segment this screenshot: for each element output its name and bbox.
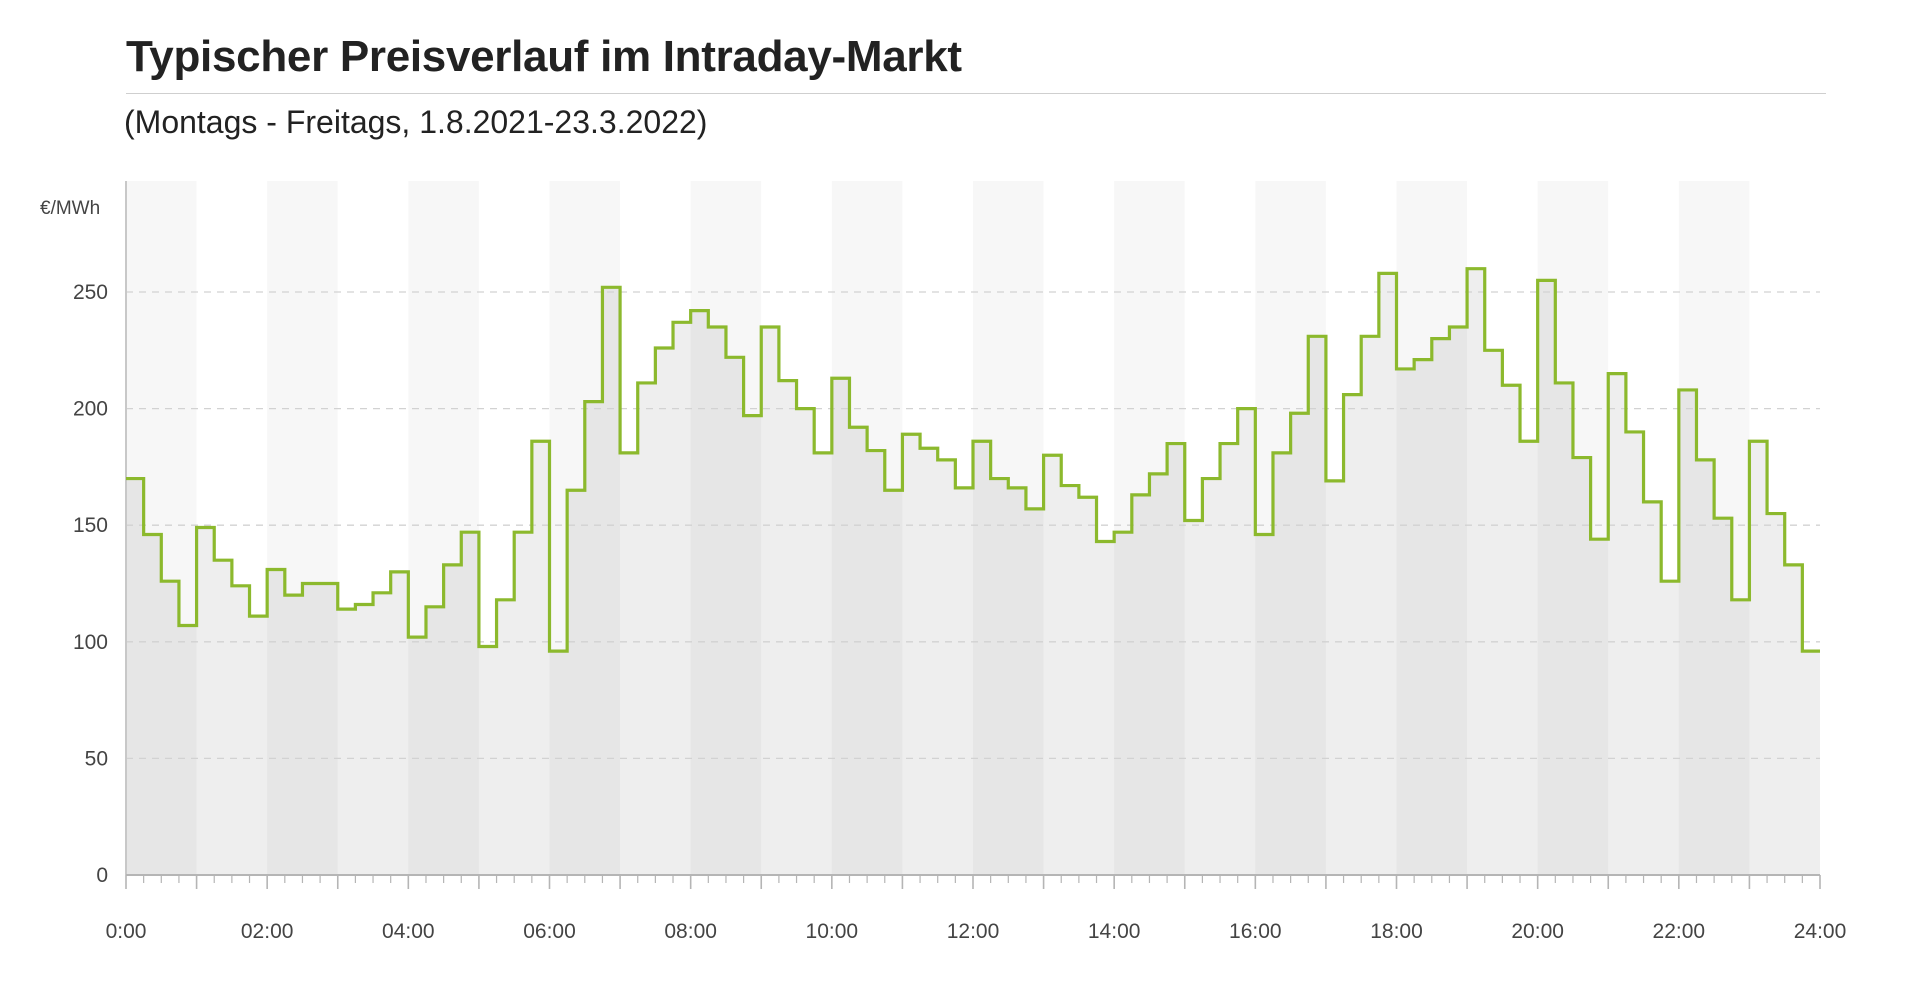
- hour-band: [1255, 181, 1326, 875]
- hour-band: [1396, 181, 1468, 875]
- hour-band: [620, 181, 691, 875]
- x-tick-label: 04:00: [382, 920, 435, 943]
- x-tick-label: 18:00: [1370, 920, 1423, 943]
- x-tick-label: 08:00: [664, 920, 717, 943]
- hour-band: [973, 181, 1044, 875]
- x-tick-label: 16:00: [1229, 920, 1282, 943]
- hour-band: [267, 181, 338, 875]
- x-tick-label: 22:00: [1653, 920, 1706, 943]
- hour-band: [902, 181, 973, 875]
- hour-band: [1114, 181, 1185, 875]
- x-tick-label: 02:00: [241, 920, 294, 943]
- hour-band: [126, 181, 197, 875]
- y-tick-label: 150: [73, 514, 108, 537]
- hour-band: [1467, 181, 1538, 875]
- chart-subtitle: (Montags - Freitags, 1.8.2021-23.3.2022): [124, 104, 708, 140]
- hour-band: [408, 181, 479, 875]
- y-tick-label: 0: [96, 864, 108, 887]
- x-tick-label: 24:00: [1794, 920, 1847, 943]
- hour-band: [1678, 181, 1750, 875]
- hour-band: [761, 181, 832, 875]
- y-tick-label: 250: [73, 281, 108, 304]
- hour-band: [831, 181, 903, 875]
- hour-band: [337, 181, 409, 875]
- y-axis-label: €/MWh: [40, 198, 101, 219]
- price-step-line: [126, 267, 1820, 653]
- y-tick-label: 50: [85, 747, 108, 770]
- hour-band: [690, 181, 762, 875]
- area-fill: [126, 268, 1820, 875]
- title-divider: [126, 93, 1826, 94]
- x-tick-label: 10:00: [806, 920, 859, 943]
- x-tick-label: 14:00: [1088, 920, 1141, 943]
- hour-band: [1325, 181, 1397, 875]
- hour-band: [478, 181, 550, 875]
- hour-band: [549, 181, 621, 875]
- x-tick-label: 0:00: [106, 920, 147, 943]
- hour-band: [1608, 181, 1679, 875]
- hour-band: [1184, 181, 1256, 875]
- chart-title: Typischer Preisverlauf im Intraday-Markt: [126, 32, 962, 81]
- x-tick-label: 12:00: [947, 920, 1000, 943]
- hour-band: [1043, 181, 1115, 875]
- x-tick-label: 20:00: [1511, 920, 1564, 943]
- hour-band: [1537, 181, 1609, 875]
- y-tick-label: 200: [73, 398, 108, 421]
- y-tick-label: 100: [73, 631, 108, 654]
- x-tick-label: 06:00: [523, 920, 576, 943]
